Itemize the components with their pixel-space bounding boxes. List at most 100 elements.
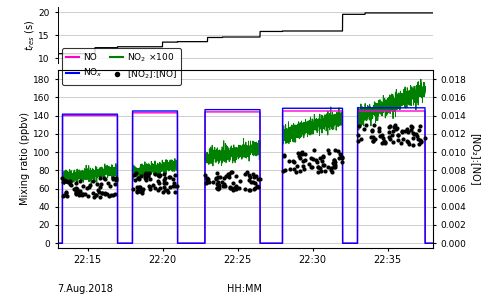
Point <box>141 172 149 176</box>
Point <box>134 186 142 191</box>
Point <box>327 165 335 170</box>
Point <box>76 178 84 183</box>
Point <box>90 195 98 200</box>
Point <box>106 183 114 188</box>
Point <box>330 157 338 162</box>
Point <box>144 173 152 177</box>
Point <box>72 188 80 193</box>
Point <box>252 173 260 178</box>
Point <box>62 191 70 195</box>
Point <box>390 122 398 127</box>
Point <box>110 177 118 182</box>
Point <box>72 186 80 190</box>
Point <box>166 185 174 190</box>
Point <box>214 187 222 192</box>
Point <box>62 190 70 194</box>
Point <box>407 124 415 128</box>
Point <box>104 181 112 186</box>
Point <box>92 193 100 198</box>
Point <box>394 133 402 137</box>
Point <box>112 176 120 180</box>
Point <box>319 154 327 159</box>
Point <box>98 191 106 195</box>
Point <box>290 159 298 163</box>
Point <box>228 170 236 175</box>
Point <box>132 171 140 175</box>
Point <box>64 180 72 185</box>
Point <box>109 176 117 181</box>
Point <box>96 195 104 199</box>
Point <box>307 156 315 161</box>
Point <box>86 182 94 187</box>
Point <box>252 185 260 190</box>
Point <box>256 177 264 181</box>
Point <box>246 175 254 179</box>
Point <box>416 127 424 132</box>
Point <box>100 176 108 181</box>
Point <box>218 179 226 184</box>
Point <box>316 155 324 160</box>
Point <box>81 192 89 196</box>
Point <box>212 171 220 176</box>
Point <box>156 173 164 177</box>
Point <box>399 137 407 142</box>
Point <box>369 138 377 143</box>
Point <box>386 124 394 128</box>
Point <box>170 176 177 181</box>
Point <box>246 188 254 192</box>
Point <box>80 192 88 196</box>
Point <box>416 138 424 143</box>
Point <box>281 168 289 172</box>
Point <box>226 184 234 189</box>
Point <box>416 123 424 128</box>
Point <box>302 157 310 162</box>
Point <box>386 137 394 142</box>
Point <box>134 189 142 194</box>
Point <box>362 123 370 128</box>
Point <box>171 184 179 189</box>
Point <box>381 140 389 144</box>
Point <box>152 186 160 190</box>
Point <box>169 184 177 189</box>
Point <box>160 185 168 189</box>
Point <box>96 184 104 189</box>
Point <box>305 162 313 166</box>
Point <box>292 169 300 174</box>
Point <box>227 170 235 175</box>
Point <box>89 179 97 183</box>
Point <box>254 176 262 181</box>
Point <box>314 164 322 169</box>
Point <box>59 180 67 185</box>
Point <box>60 192 68 197</box>
Point <box>298 152 306 156</box>
Point <box>136 185 144 189</box>
Point <box>320 168 328 173</box>
Point <box>160 180 168 185</box>
Point <box>314 165 322 170</box>
Point <box>249 180 257 185</box>
Point <box>134 175 142 180</box>
Point <box>129 187 137 192</box>
Point <box>298 150 306 155</box>
Point <box>216 175 224 180</box>
Point <box>67 183 75 188</box>
Point <box>385 135 393 139</box>
Point <box>404 139 411 143</box>
Point <box>62 178 70 183</box>
Point <box>318 159 326 164</box>
Point <box>146 184 154 189</box>
Point <box>301 152 309 157</box>
Point <box>146 177 154 181</box>
Legend: NO, NO$_x$, NO$_2$ ×100, [NO$_2$]:[NO]: NO, NO$_x$, NO$_2$ ×100, [NO$_2$]:[NO] <box>62 48 181 85</box>
Point <box>369 135 377 140</box>
Point <box>146 187 154 192</box>
Point <box>408 127 416 132</box>
Point <box>320 154 328 159</box>
Point <box>214 186 222 191</box>
Point <box>360 127 368 132</box>
Point <box>170 173 178 178</box>
Point <box>96 176 104 181</box>
Point <box>378 133 386 138</box>
Point <box>280 152 288 157</box>
Point <box>229 188 237 192</box>
